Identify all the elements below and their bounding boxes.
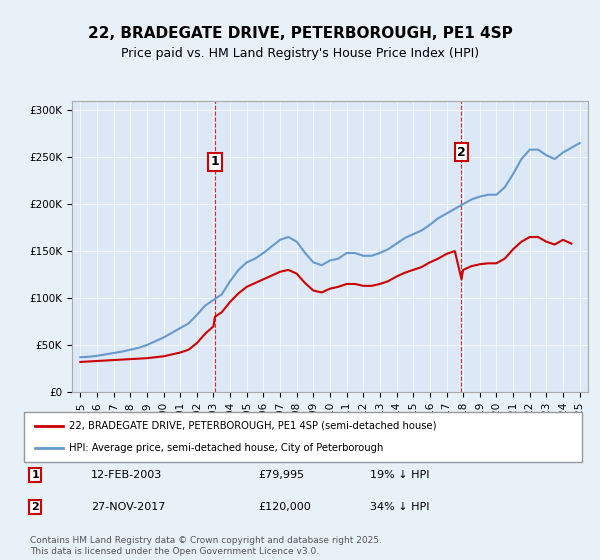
Text: 12-FEB-2003: 12-FEB-2003: [91, 470, 162, 480]
Text: 2: 2: [31, 502, 39, 512]
Text: £79,995: £79,995: [259, 470, 304, 480]
Text: Contains HM Land Registry data © Crown copyright and database right 2025.
This d: Contains HM Land Registry data © Crown c…: [30, 536, 382, 556]
Text: 27-NOV-2017: 27-NOV-2017: [91, 502, 166, 512]
Text: £120,000: £120,000: [259, 502, 311, 512]
Text: Price paid vs. HM Land Registry's House Price Index (HPI): Price paid vs. HM Land Registry's House …: [121, 46, 479, 60]
FancyBboxPatch shape: [24, 412, 582, 462]
Text: 2: 2: [457, 146, 466, 159]
Text: 22, BRADEGATE DRIVE, PETERBOROUGH, PE1 4SP: 22, BRADEGATE DRIVE, PETERBOROUGH, PE1 4…: [88, 26, 512, 41]
Text: 19% ↓ HPI: 19% ↓ HPI: [370, 470, 430, 480]
Text: 22, BRADEGATE DRIVE, PETERBOROUGH, PE1 4SP (semi-detached house): 22, BRADEGATE DRIVE, PETERBOROUGH, PE1 4…: [68, 421, 436, 431]
Text: 1: 1: [31, 470, 39, 480]
Text: HPI: Average price, semi-detached house, City of Peterborough: HPI: Average price, semi-detached house,…: [68, 443, 383, 453]
Text: 34% ↓ HPI: 34% ↓ HPI: [370, 502, 430, 512]
Text: 1: 1: [211, 155, 220, 169]
